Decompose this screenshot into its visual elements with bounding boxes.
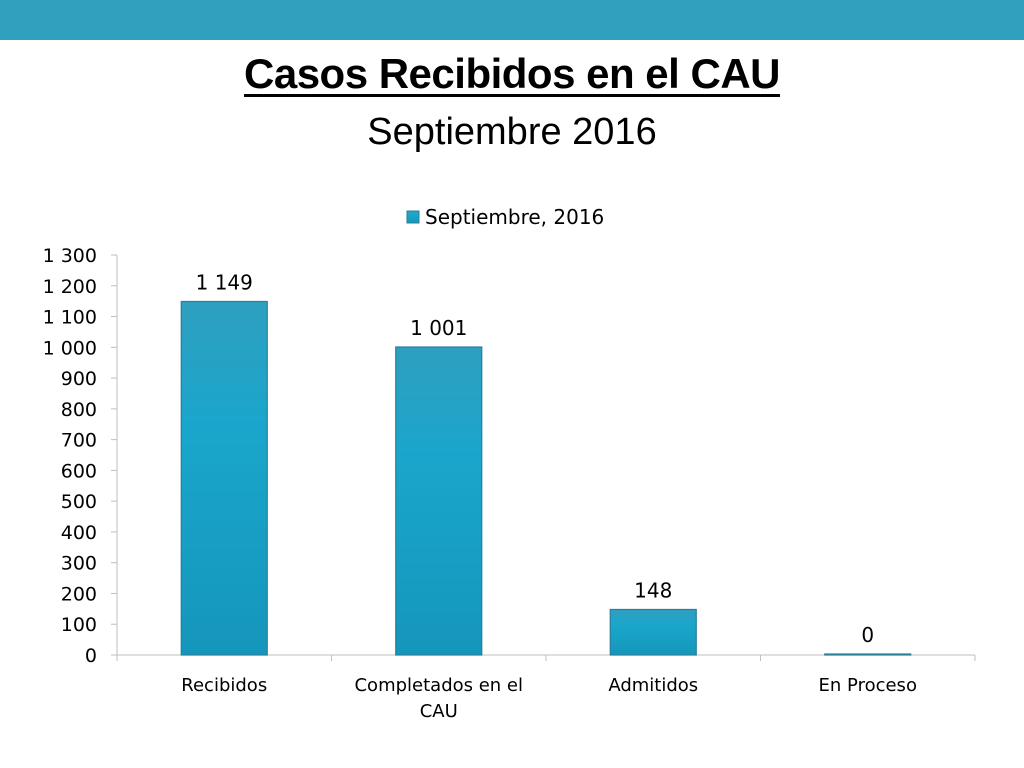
y-tick-label: 1 200 xyxy=(43,276,97,298)
legend-swatch xyxy=(406,210,420,224)
data-labels: 1 149 1 001 148 0 xyxy=(196,270,875,647)
y-tick-label: 1 000 xyxy=(43,337,97,359)
y-tick-label: 0 xyxy=(85,645,97,667)
bar-data-label: 148 xyxy=(634,578,672,602)
y-axis: 0 100 200 300 400 500 600 700 800 900 1 000 1 100 1 … xyxy=(43,245,118,667)
y-tick-label: 800 xyxy=(61,399,97,421)
slide-subtitle: Septiembre 2016 xyxy=(367,111,657,153)
top-banner-bar xyxy=(0,0,1024,40)
bar-data-label: 1 149 xyxy=(196,270,253,294)
legend-label: Septiembre, 2016 xyxy=(425,205,604,229)
x-tick-label: En Proceso xyxy=(819,675,917,696)
y-tick-label: 900 xyxy=(61,368,97,390)
x-tick-label: Recibidos xyxy=(181,675,267,696)
bar xyxy=(395,346,483,656)
x-tick-label: Admitidos xyxy=(608,675,698,696)
y-tick-label: 1 100 xyxy=(43,307,97,329)
bar xyxy=(180,300,268,656)
y-tick-label: 700 xyxy=(61,430,97,452)
bar-data-label: 0 xyxy=(861,623,874,647)
bar xyxy=(824,653,912,656)
y-tick-label: 100 xyxy=(61,614,97,636)
y-tick-label: 400 xyxy=(61,522,97,544)
y-tick-label: 500 xyxy=(61,491,97,513)
x-axis: Recibidos Completados en el CAU Admitidos En… xyxy=(116,654,976,722)
slide-title: Casos Recibidos en el CAU xyxy=(0,48,1024,100)
y-tick-label: 300 xyxy=(61,553,97,575)
bar-series xyxy=(180,300,912,656)
y-tick-label: 1 300 xyxy=(43,245,97,267)
bar-data-label: 1 001 xyxy=(410,316,467,340)
y-tick-label: 600 xyxy=(61,460,97,482)
bar xyxy=(609,608,697,656)
y-tick-label: 200 xyxy=(61,583,97,605)
x-tick-label: Completados en el CAU xyxy=(354,675,523,722)
chart-legend: Septiembre, 2016 xyxy=(406,205,604,229)
slide-title-text: Casos Recibidos en el CAU xyxy=(244,50,780,97)
